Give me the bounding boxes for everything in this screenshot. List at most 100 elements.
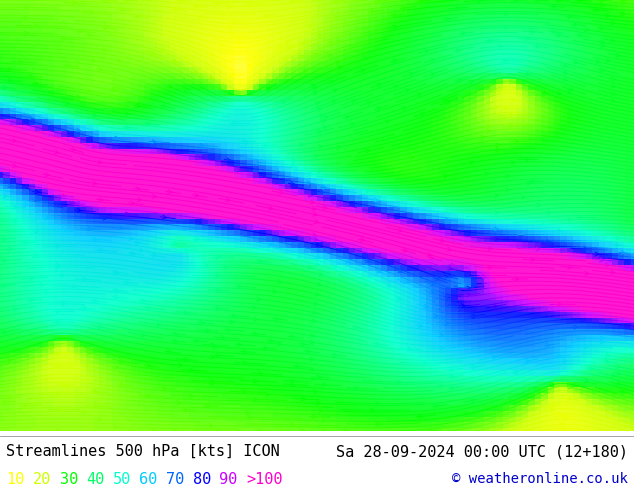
- FancyArrowPatch shape: [13, 219, 17, 223]
- FancyArrowPatch shape: [430, 282, 435, 286]
- FancyArrowPatch shape: [484, 172, 489, 176]
- FancyArrowPatch shape: [152, 140, 156, 144]
- FancyArrowPatch shape: [98, 67, 103, 71]
- FancyArrowPatch shape: [104, 26, 108, 29]
- FancyArrowPatch shape: [488, 39, 492, 43]
- FancyArrowPatch shape: [243, 350, 247, 354]
- FancyArrowPatch shape: [173, 339, 178, 343]
- FancyArrowPatch shape: [213, 344, 217, 348]
- FancyArrowPatch shape: [472, 366, 476, 369]
- FancyArrowPatch shape: [269, 242, 273, 246]
- FancyArrowPatch shape: [114, 365, 119, 369]
- FancyArrowPatch shape: [611, 77, 615, 81]
- FancyArrowPatch shape: [543, 90, 547, 94]
- FancyArrowPatch shape: [563, 77, 567, 81]
- FancyArrowPatch shape: [172, 59, 177, 62]
- FancyArrowPatch shape: [562, 414, 566, 418]
- FancyArrowPatch shape: [621, 0, 625, 2]
- FancyArrowPatch shape: [183, 55, 188, 59]
- FancyArrowPatch shape: [493, 305, 498, 309]
- FancyArrowPatch shape: [205, 404, 209, 408]
- FancyArrowPatch shape: [75, 95, 80, 98]
- FancyArrowPatch shape: [536, 44, 540, 48]
- FancyArrowPatch shape: [104, 0, 108, 2]
- FancyArrowPatch shape: [511, 98, 515, 101]
- FancyArrowPatch shape: [224, 266, 228, 270]
- FancyArrowPatch shape: [254, 317, 257, 321]
- FancyArrowPatch shape: [509, 124, 514, 128]
- FancyArrowPatch shape: [471, 399, 475, 402]
- FancyArrowPatch shape: [228, 25, 231, 29]
- FancyArrowPatch shape: [333, 264, 337, 268]
- FancyArrowPatch shape: [446, 274, 450, 277]
- FancyArrowPatch shape: [398, 228, 403, 232]
- FancyArrowPatch shape: [375, 342, 380, 346]
- Text: 10: 10: [6, 472, 25, 487]
- FancyArrowPatch shape: [290, 383, 294, 387]
- FancyArrowPatch shape: [450, 375, 455, 379]
- FancyArrowPatch shape: [443, 174, 448, 178]
- FancyArrowPatch shape: [398, 296, 401, 300]
- FancyArrowPatch shape: [456, 79, 461, 82]
- FancyArrowPatch shape: [332, 100, 335, 103]
- FancyArrowPatch shape: [313, 87, 318, 90]
- FancyArrowPatch shape: [24, 202, 28, 206]
- FancyArrowPatch shape: [65, 101, 69, 105]
- FancyArrowPatch shape: [515, 277, 519, 281]
- FancyArrowPatch shape: [316, 401, 321, 405]
- FancyArrowPatch shape: [355, 325, 359, 329]
- FancyArrowPatch shape: [310, 340, 314, 344]
- FancyArrowPatch shape: [611, 21, 614, 25]
- Text: © weatheronline.co.uk: © weatheronline.co.uk: [452, 472, 628, 487]
- FancyArrowPatch shape: [291, 0, 295, 3]
- FancyArrowPatch shape: [333, 15, 338, 19]
- FancyArrowPatch shape: [243, 390, 247, 393]
- FancyArrowPatch shape: [335, 61, 340, 65]
- FancyArrowPatch shape: [126, 0, 129, 2]
- FancyArrowPatch shape: [99, 248, 103, 252]
- FancyArrowPatch shape: [146, 364, 151, 368]
- FancyArrowPatch shape: [259, 429, 262, 433]
- FancyArrowPatch shape: [515, 139, 519, 143]
- FancyArrowPatch shape: [115, 288, 119, 292]
- FancyArrowPatch shape: [317, 375, 321, 379]
- FancyArrowPatch shape: [430, 58, 435, 62]
- FancyArrowPatch shape: [61, 302, 65, 306]
- FancyArrowPatch shape: [8, 184, 12, 188]
- FancyArrowPatch shape: [162, 387, 167, 390]
- FancyArrowPatch shape: [93, 404, 98, 408]
- FancyArrowPatch shape: [314, 302, 318, 305]
- FancyArrowPatch shape: [418, 324, 422, 328]
- FancyArrowPatch shape: [456, 6, 460, 10]
- Text: 60: 60: [139, 472, 158, 487]
- FancyArrowPatch shape: [290, 335, 295, 339]
- FancyArrowPatch shape: [330, 81, 334, 84]
- FancyArrowPatch shape: [228, 74, 232, 78]
- FancyArrowPatch shape: [195, 339, 198, 343]
- FancyArrowPatch shape: [344, 189, 348, 193]
- FancyArrowPatch shape: [377, 83, 382, 87]
- FancyArrowPatch shape: [404, 89, 409, 93]
- FancyArrowPatch shape: [311, 377, 315, 381]
- FancyArrowPatch shape: [557, 412, 561, 416]
- FancyArrowPatch shape: [310, 200, 314, 204]
- FancyArrowPatch shape: [578, 216, 583, 220]
- FancyArrowPatch shape: [287, 46, 292, 49]
- FancyArrowPatch shape: [229, 320, 233, 324]
- Text: 80: 80: [193, 472, 211, 487]
- FancyArrowPatch shape: [333, 353, 337, 357]
- FancyArrowPatch shape: [237, 343, 241, 346]
- FancyArrowPatch shape: [24, 17, 28, 21]
- FancyArrowPatch shape: [35, 197, 39, 201]
- FancyArrowPatch shape: [600, 0, 604, 2]
- FancyArrowPatch shape: [536, 247, 540, 251]
- FancyArrowPatch shape: [146, 122, 151, 125]
- FancyArrowPatch shape: [567, 15, 572, 19]
- FancyArrowPatch shape: [129, 236, 133, 240]
- FancyArrowPatch shape: [264, 14, 268, 18]
- FancyArrowPatch shape: [72, 1, 76, 5]
- FancyArrowPatch shape: [314, 154, 318, 158]
- FancyArrowPatch shape: [621, 250, 625, 254]
- FancyArrowPatch shape: [495, 211, 499, 215]
- FancyArrowPatch shape: [264, 346, 268, 350]
